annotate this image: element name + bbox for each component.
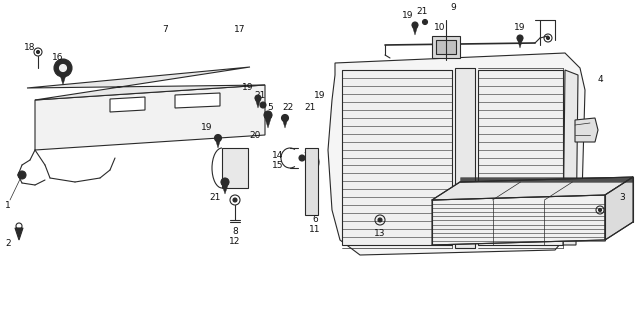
Polygon shape (605, 177, 633, 240)
Polygon shape (478, 70, 563, 245)
Text: 18: 18 (24, 44, 36, 52)
Polygon shape (215, 138, 221, 148)
Text: 19: 19 (403, 10, 413, 20)
Text: 4: 4 (597, 76, 603, 84)
Text: 13: 13 (374, 228, 386, 238)
Text: 12: 12 (229, 238, 241, 246)
Polygon shape (255, 98, 261, 108)
Polygon shape (328, 53, 585, 255)
Polygon shape (58, 68, 68, 85)
Text: 20: 20 (250, 131, 260, 141)
Text: 19: 19 (314, 90, 326, 100)
Circle shape (233, 198, 237, 202)
Text: 1: 1 (5, 200, 11, 210)
Circle shape (598, 209, 602, 211)
Text: 2: 2 (5, 239, 11, 247)
Circle shape (264, 111, 272, 119)
Polygon shape (221, 182, 229, 194)
Polygon shape (436, 40, 456, 54)
Circle shape (260, 102, 266, 108)
Polygon shape (282, 118, 288, 128)
Polygon shape (264, 115, 272, 128)
Text: 6: 6 (312, 216, 318, 224)
Text: 10: 10 (435, 23, 445, 33)
Polygon shape (27, 67, 265, 100)
Text: 16: 16 (52, 53, 64, 63)
Circle shape (378, 218, 382, 222)
Circle shape (60, 64, 67, 71)
Circle shape (255, 95, 261, 101)
Polygon shape (35, 85, 265, 150)
Polygon shape (15, 228, 23, 240)
Polygon shape (432, 177, 633, 200)
Circle shape (282, 114, 289, 121)
Circle shape (517, 35, 523, 41)
Polygon shape (175, 93, 220, 108)
Circle shape (221, 178, 229, 186)
Polygon shape (455, 68, 475, 248)
Text: 9: 9 (450, 3, 456, 13)
Circle shape (412, 22, 418, 28)
Text: 19: 19 (243, 83, 253, 93)
Polygon shape (432, 36, 460, 58)
Polygon shape (517, 38, 523, 48)
Polygon shape (412, 25, 418, 35)
Text: 11: 11 (309, 226, 321, 234)
Text: 21: 21 (254, 92, 266, 100)
Polygon shape (222, 148, 248, 188)
Text: 21: 21 (416, 8, 428, 16)
Text: 3: 3 (619, 193, 625, 203)
Circle shape (299, 155, 305, 161)
Polygon shape (342, 70, 452, 245)
Circle shape (422, 20, 428, 25)
Text: 22: 22 (282, 104, 294, 112)
Text: 5: 5 (267, 104, 273, 112)
Text: 14: 14 (272, 150, 284, 160)
Text: 21: 21 (209, 193, 221, 203)
Text: 19: 19 (515, 23, 525, 33)
Polygon shape (563, 70, 578, 245)
Text: 8: 8 (232, 228, 238, 236)
Text: 15: 15 (272, 161, 284, 169)
Polygon shape (575, 118, 598, 142)
Text: 21: 21 (304, 102, 316, 112)
Circle shape (54, 59, 72, 77)
Polygon shape (110, 97, 145, 112)
Text: 17: 17 (234, 26, 246, 34)
Polygon shape (305, 148, 318, 215)
Circle shape (214, 135, 221, 142)
Text: 19: 19 (201, 124, 212, 132)
Text: 7: 7 (162, 26, 168, 34)
Polygon shape (432, 195, 605, 245)
Circle shape (36, 51, 40, 53)
Circle shape (18, 171, 26, 179)
Circle shape (547, 37, 550, 40)
